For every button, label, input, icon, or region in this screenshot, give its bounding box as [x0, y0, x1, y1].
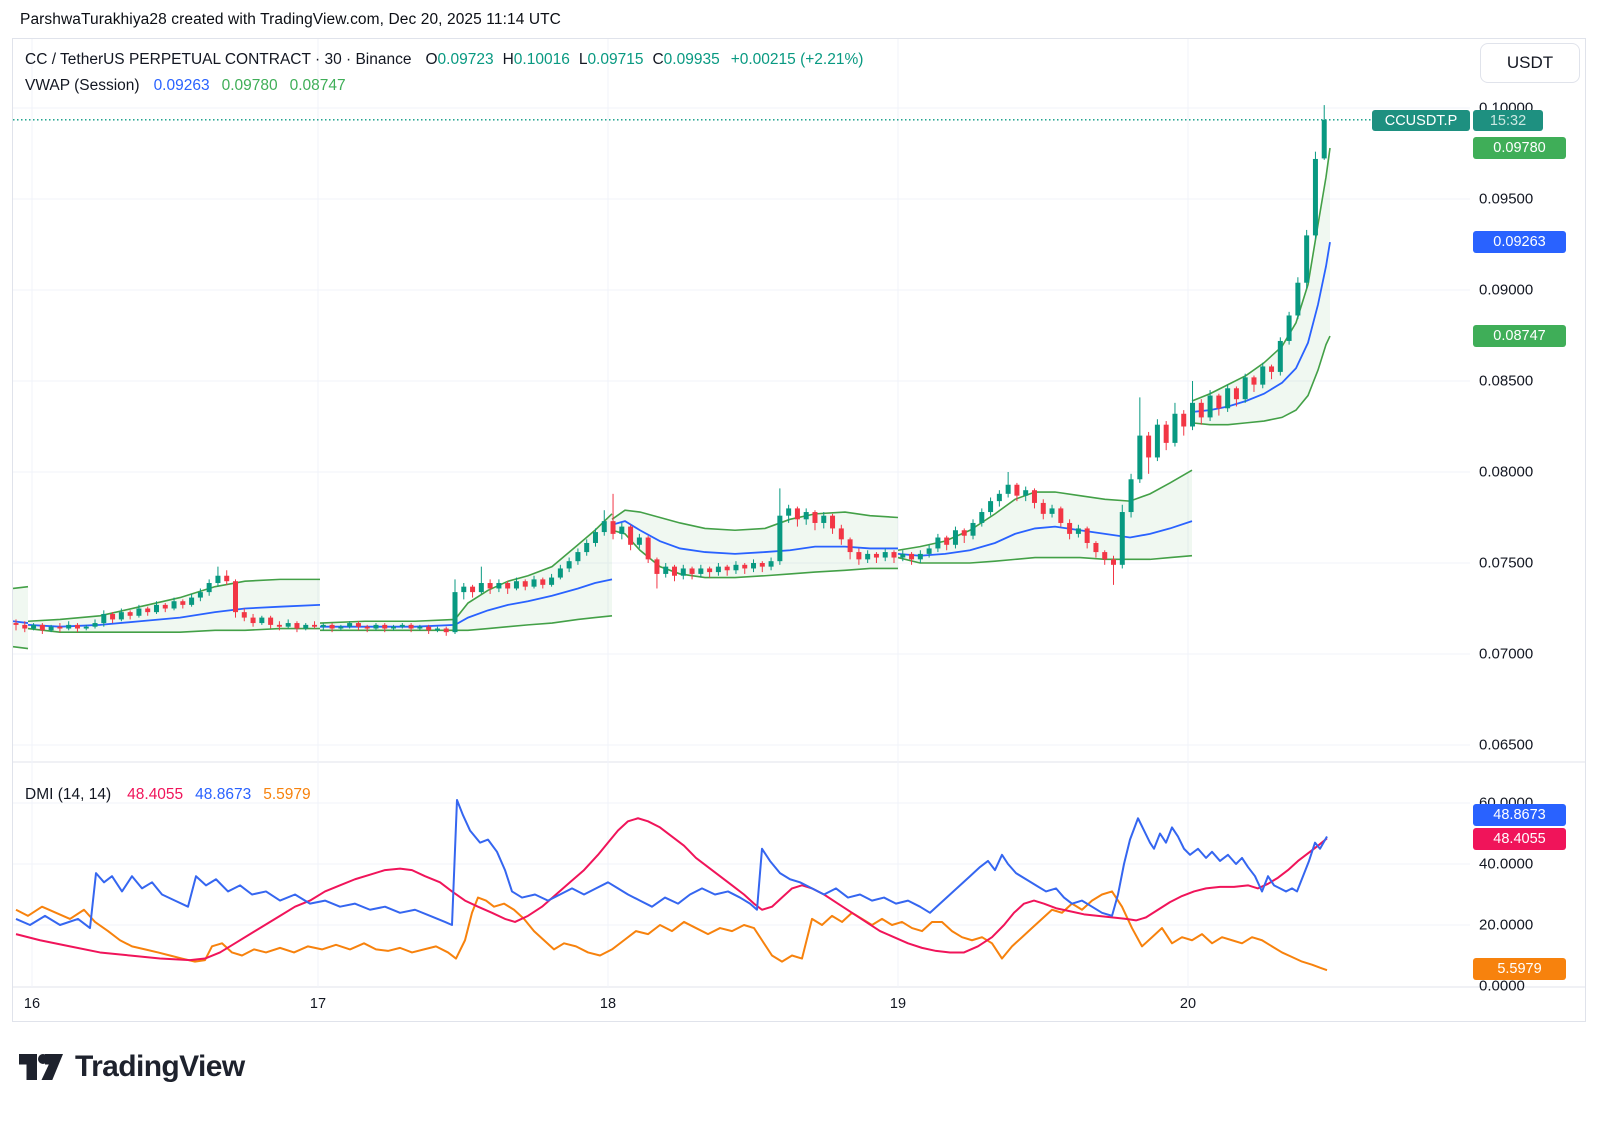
vwap-lower-badge: 0.08747: [1473, 325, 1566, 347]
time-tick-label: 20: [1179, 996, 1197, 1012]
dmi-minus-di-value: 5.5979: [263, 786, 311, 803]
dmi-legend: DMI (14, 14) 48.4055 48.8673 5.5979: [25, 786, 323, 804]
dmi-adx-value: 48.4055: [127, 786, 184, 803]
dmi-tick-label: 0.0000: [1479, 977, 1525, 995]
price-tick-label: 0.09500: [1479, 190, 1534, 208]
price-tick-label: 0.07500: [1479, 554, 1534, 572]
symbol-badge: CCUSDT.P: [1372, 110, 1470, 131]
symbol-title: CC / TetherUS PERPETUAL CONTRACT · 30 · …: [25, 51, 412, 68]
time-tick-label: 16: [23, 996, 41, 1012]
time-tick-label: 19: [889, 996, 907, 1012]
dmi-tick-label: 20.0000: [1479, 916, 1534, 934]
ohlc-high: H0.10016: [502, 51, 570, 68]
dmi-tick-label: 40.0000: [1479, 855, 1534, 873]
dmi-title: DMI (14, 14): [25, 786, 112, 803]
price-change: +0.00215 (+2.21%): [730, 51, 864, 68]
price-tick-label: 0.08500: [1479, 372, 1534, 390]
tradingview-logo-icon: [19, 1054, 63, 1080]
ohlc-open: O0.09723: [425, 51, 494, 68]
attribution-text: ParshwaTurakhiya28 created with TradingV…: [20, 11, 561, 28]
ohlc-close: C0.09935: [652, 51, 720, 68]
plus-di-badge: 48.8673: [1473, 804, 1566, 826]
currency-toggle-button[interactable]: USDT: [1480, 43, 1580, 83]
price-tick-label: 0.07000: [1479, 645, 1534, 663]
price-tick-label: 0.08000: [1479, 463, 1534, 481]
main-series-legend: CC / TetherUS PERPETUAL CONTRACT · 30 · …: [25, 51, 863, 69]
tradingview-logo[interactable]: TradingView: [18, 1050, 245, 1084]
vwap-legend: VWAP (Session) 0.09263 0.09780 0.08747: [25, 77, 358, 95]
vwap-upper-value: 0.09780: [221, 77, 278, 94]
tradingview-logo-text: TradingView: [75, 1050, 245, 1083]
vwap-title: VWAP (Session): [25, 77, 140, 94]
minus-di-badge: 5.5979: [1473, 958, 1566, 980]
price-tick-label: 0.06500: [1479, 736, 1534, 754]
price-tick-label: 0.09000: [1479, 281, 1534, 299]
vwap-upper-badge: 0.09780: [1473, 137, 1566, 159]
dmi-plus-di-value: 48.8673: [195, 786, 252, 803]
vwap-value-badge: 0.09263: [1473, 231, 1566, 253]
vwap-value: 0.09263: [153, 77, 210, 94]
bar-countdown-badge: 15:32: [1473, 110, 1543, 131]
time-tick-label: 17: [309, 996, 327, 1012]
time-tick-label: 18: [599, 996, 617, 1012]
adx-badge: 48.4055: [1473, 828, 1566, 850]
vwap-lower-value: 0.08747: [289, 77, 346, 94]
ohlc-low: L0.09715: [578, 51, 644, 68]
